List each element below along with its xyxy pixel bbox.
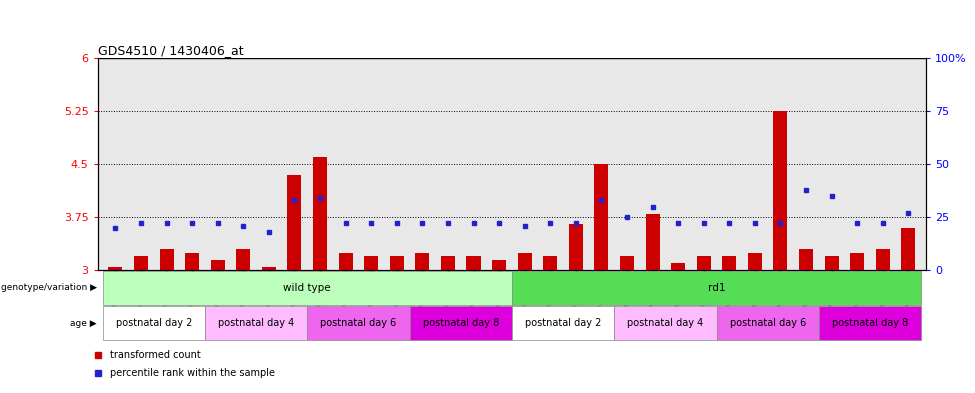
Bar	[338, 252, 353, 270]
Bar	[876, 249, 890, 270]
Bar	[595, 164, 608, 270]
Bar	[671, 263, 685, 270]
Bar	[492, 259, 506, 270]
Text: GDS4510 / 1430406_at: GDS4510 / 1430406_at	[98, 44, 243, 57]
Bar	[185, 252, 199, 270]
Bar	[512, 306, 614, 340]
Bar	[364, 256, 378, 270]
Bar	[518, 252, 531, 270]
Bar	[134, 256, 148, 270]
Bar	[102, 271, 512, 305]
Text: percentile rank within the sample: percentile rank within the sample	[110, 368, 275, 378]
Text: postnatal day 2: postnatal day 2	[525, 318, 602, 328]
Bar	[620, 256, 634, 270]
Bar	[108, 266, 123, 270]
Bar	[313, 157, 327, 270]
Text: age ▶: age ▶	[70, 319, 97, 328]
Bar	[160, 249, 174, 270]
Bar	[236, 249, 251, 270]
Bar	[850, 252, 864, 270]
Bar	[748, 252, 761, 270]
Text: rd1: rd1	[708, 283, 725, 293]
Text: postnatal day 8: postnatal day 8	[422, 318, 499, 328]
Bar	[773, 111, 788, 270]
Text: transformed count: transformed count	[110, 350, 201, 360]
Text: postnatal day 6: postnatal day 6	[729, 318, 805, 328]
Bar	[901, 228, 916, 270]
Bar	[819, 306, 921, 340]
Bar	[568, 224, 583, 270]
Bar	[614, 306, 717, 340]
Bar	[441, 256, 455, 270]
Bar	[512, 271, 921, 305]
Bar	[211, 259, 225, 270]
Bar	[722, 256, 736, 270]
Text: wild type: wild type	[284, 283, 332, 293]
Bar	[262, 266, 276, 270]
Bar	[415, 252, 429, 270]
Text: postnatal day 4: postnatal day 4	[218, 318, 294, 328]
Bar	[410, 306, 512, 340]
Bar	[543, 256, 558, 270]
Bar	[697, 256, 711, 270]
Bar	[799, 249, 813, 270]
Text: postnatal day 8: postnatal day 8	[832, 318, 908, 328]
Bar	[288, 174, 301, 270]
Text: postnatal day 2: postnatal day 2	[116, 318, 192, 328]
Bar	[466, 256, 481, 270]
Text: genotype/variation ▶: genotype/variation ▶	[1, 283, 97, 292]
Bar	[307, 306, 410, 340]
Bar	[102, 306, 205, 340]
Bar	[717, 306, 819, 340]
Bar	[825, 256, 838, 270]
Bar	[645, 213, 660, 270]
Bar	[205, 306, 307, 340]
Bar	[390, 256, 404, 270]
Text: postnatal day 6: postnatal day 6	[320, 318, 397, 328]
Text: postnatal day 4: postnatal day 4	[627, 318, 704, 328]
